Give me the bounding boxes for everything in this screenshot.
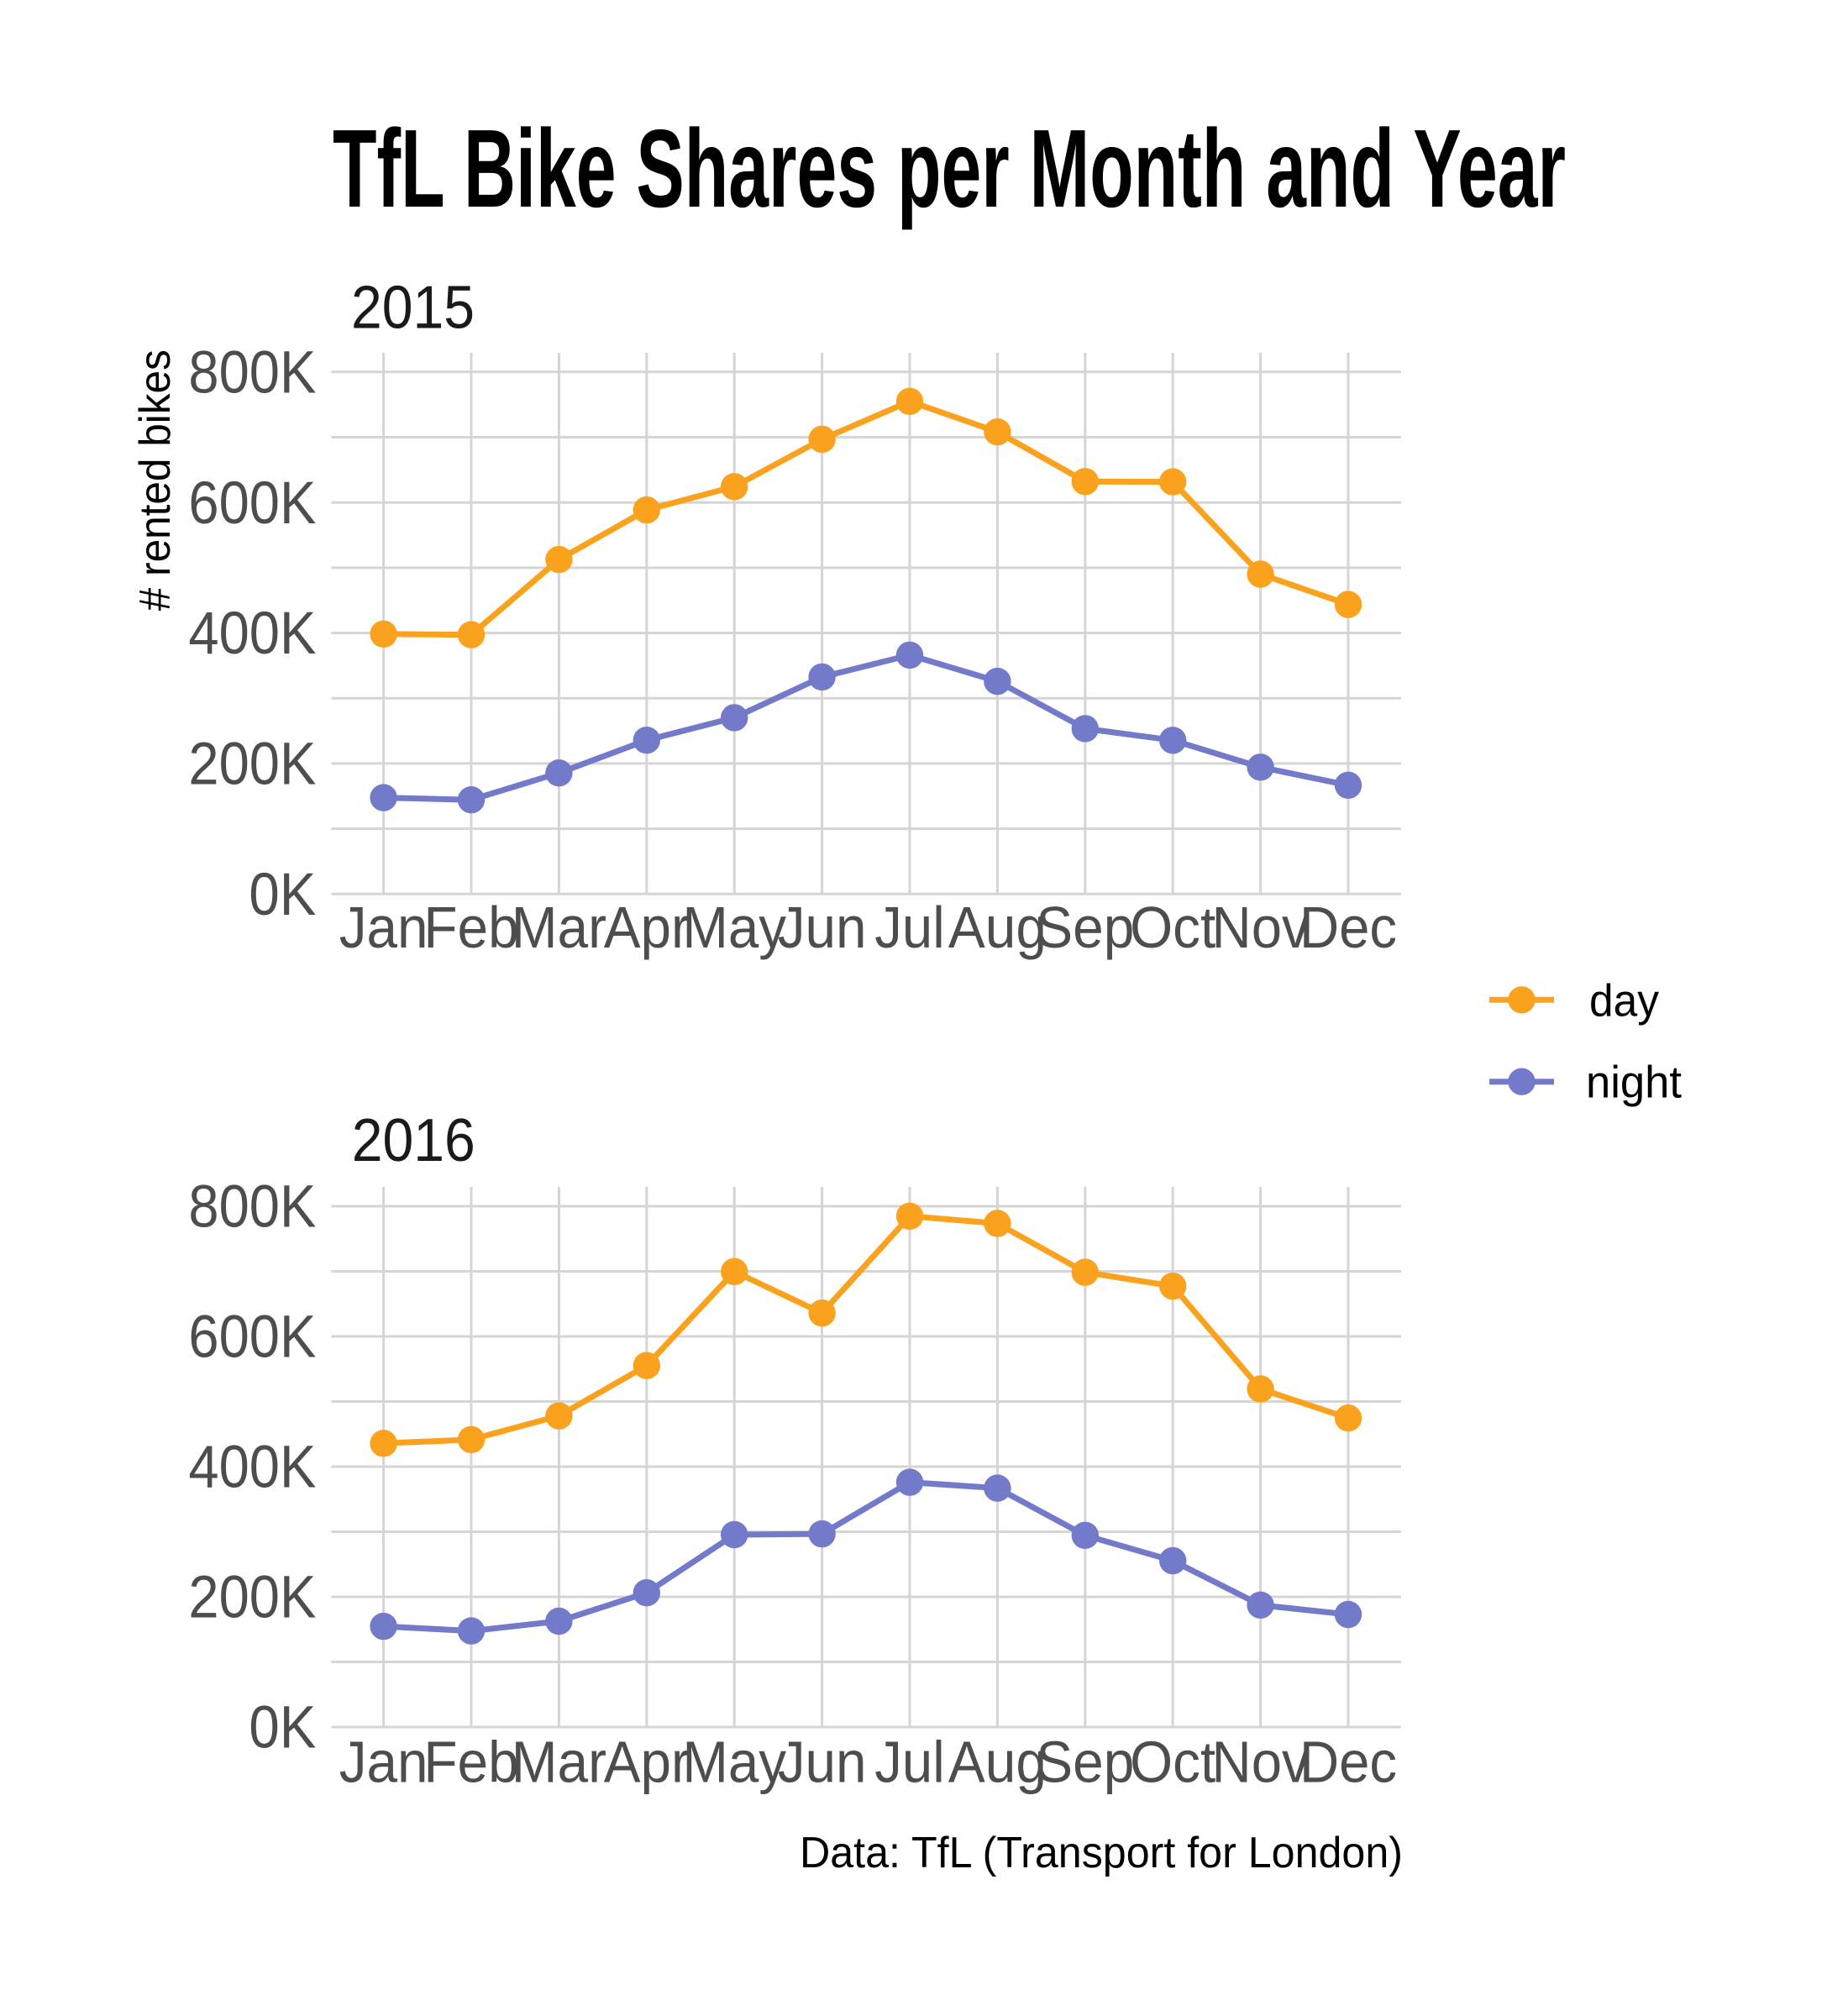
svg-text:Jan: Jan xyxy=(339,895,428,960)
svg-text:# rented bikes: # rented bikes xyxy=(131,349,180,611)
svg-text:0K: 0K xyxy=(249,862,316,928)
svg-text:200K: 200K xyxy=(188,1565,316,1631)
svg-text:Data: TfL (Transport for Londo: Data: TfL (Transport for London) xyxy=(800,1829,1403,1877)
svg-text:Jun: Jun xyxy=(778,1730,867,1795)
svg-text:Dec: Dec xyxy=(1299,1730,1397,1795)
svg-text:Dec: Dec xyxy=(1299,895,1397,960)
svg-text:Feb: Feb xyxy=(423,1730,518,1795)
svg-text:Oct: Oct xyxy=(1130,1730,1215,1795)
svg-text:200K: 200K xyxy=(188,732,316,798)
svg-text:Mar: Mar xyxy=(512,1730,606,1795)
svg-text:400K: 400K xyxy=(188,601,316,667)
svg-text:Jul: Jul xyxy=(874,1730,944,1795)
svg-text:Jan: Jan xyxy=(339,1730,428,1795)
svg-text:Nov: Nov xyxy=(1212,1730,1310,1795)
svg-text:Mar: Mar xyxy=(512,895,606,960)
svg-text:Apr: Apr xyxy=(604,895,690,960)
svg-text:Nov: Nov xyxy=(1212,895,1310,960)
svg-text:Apr: Apr xyxy=(604,1730,690,1795)
svg-text:600K: 600K xyxy=(188,470,316,537)
svg-text:600K: 600K xyxy=(188,1305,316,1371)
svg-text:Sep: Sep xyxy=(1036,895,1134,960)
svg-text:Jul: Jul xyxy=(874,895,944,960)
svg-text:Sep: Sep xyxy=(1036,1730,1134,1795)
svg-text:2015: 2015 xyxy=(351,275,475,342)
svg-text:night: night xyxy=(1586,1058,1682,1108)
svg-text:0K: 0K xyxy=(249,1695,316,1761)
svg-text:Aug: Aug xyxy=(948,895,1047,960)
svg-text:Jun: Jun xyxy=(778,895,867,960)
svg-text:May: May xyxy=(682,895,786,960)
svg-text:800K: 800K xyxy=(188,1174,316,1241)
svg-text:May: May xyxy=(682,1730,786,1795)
svg-text:400K: 400K xyxy=(188,1435,316,1501)
svg-text:day: day xyxy=(1589,975,1659,1026)
svg-text:Aug: Aug xyxy=(948,1730,1047,1795)
svg-text:Oct: Oct xyxy=(1130,895,1215,960)
svg-text:TfL Bike Shares per Month and: TfL Bike Shares per Month and Year xyxy=(333,107,1566,230)
svg-text:800K: 800K xyxy=(188,339,316,406)
svg-text:Feb: Feb xyxy=(423,895,518,960)
svg-text:2016: 2016 xyxy=(352,1107,475,1174)
